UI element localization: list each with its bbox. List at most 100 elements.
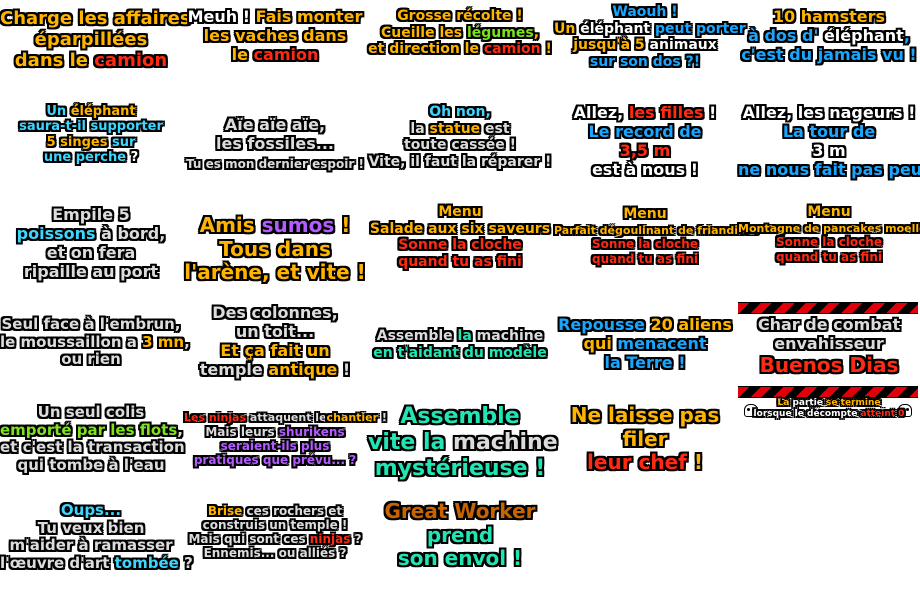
caption-segment: ? [350, 532, 362, 547]
caption-segment: , [903, 25, 910, 45]
caption-segment: Oh non, [429, 104, 491, 120]
caption-segment: 10 [772, 7, 801, 26]
caption-charge-affaires: Charge les affaires éparpillées dans le ca… [0, 8, 191, 72]
caption-segment: Buenos Dias [759, 352, 899, 377]
caption-line: c'est du jamais vu ! [738, 44, 920, 65]
caption-line: les fossiles... [184, 133, 366, 154]
caption-segment: se termine [822, 398, 881, 408]
caption-segment: filer [622, 426, 668, 451]
caption-segment: prend [426, 522, 494, 547]
caption-segment: Et ça fait un [220, 340, 330, 360]
caption-segment: Des colonnes, [212, 303, 338, 322]
caption-segment: la Terre ! [604, 352, 686, 372]
caption-line: La tour de [738, 122, 920, 142]
caption-segment: construis un temple ! [202, 518, 348, 533]
caption-segment: attaquent le [246, 411, 327, 424]
caption-segment: sumos [261, 213, 335, 237]
caption-segment: dans le [14, 50, 95, 72]
caption-line: et direction le camion ! [368, 41, 552, 58]
caption-segment: c'est du jamais vu ! [741, 44, 917, 64]
caption-segment: Ennemis... ou alliés ? [203, 546, 347, 561]
caption-line: Le record de [554, 122, 736, 142]
caption-line: Vite, il faut la réparer ! [368, 154, 552, 171]
caption-line: Char de combat [738, 315, 920, 335]
caption-segment: sur [107, 134, 136, 150]
caption-line: toute cassée ! [368, 137, 552, 154]
caption-oups-oeuvre: Oups... Tu veux bien m'aider à ramasser l'œ… [0, 501, 193, 573]
caption-line: Waouh ! [554, 4, 736, 21]
caption-segment: ! [703, 103, 717, 122]
caption-line: ripaille au port [0, 262, 182, 282]
caption-segment: est [480, 120, 510, 137]
caption-line: Sonne la cloche [368, 237, 552, 254]
caption-great-worker: Great Worker prend son envol ! [368, 499, 552, 571]
caption-segment: mystérieuse ! [374, 455, 546, 481]
caption-segment: vite la [368, 429, 454, 455]
caption-line: seraient-ils plus [184, 439, 366, 453]
caption-segment: Mais leurs [205, 424, 279, 439]
caption-line: un toit... [184, 322, 366, 342]
caption-line: Meuh ! Fais monter [184, 7, 366, 27]
caption-line: poissons à bord, [0, 224, 182, 244]
caption-line: ne nous fait pas peur ! [738, 159, 920, 180]
caption-line: Mais qui sont ces ninjas ? [184, 532, 366, 546]
caption-seul-embrun: Seul face à l'embrun, le moussaillon a 3 … [0, 315, 190, 369]
caption-segment: Brise [207, 504, 243, 518]
caption-segment: emporté par les flots [0, 420, 178, 439]
caption-segment: Allez, [573, 103, 629, 122]
caption-segment: la [457, 328, 477, 344]
caption-segment: Un seul colis [37, 403, 145, 421]
caption-line: qui tombe à l'eau [0, 456, 182, 475]
caption-segment: quand tu as fini [776, 249, 882, 264]
caption-segment: Mais qui sont ces [188, 532, 310, 547]
caption-segment: quand tu as fini [592, 251, 698, 266]
caption-segment: Assemble [376, 328, 458, 344]
caption-segment: ne nous fait pas peur ! [738, 159, 920, 179]
caption-line: quand tu as fini [738, 250, 920, 264]
caption-line: le camion [184, 44, 366, 65]
caption-segment: 5 [46, 134, 61, 150]
caption-line: une perche ? [0, 150, 182, 165]
caption-segment: sur son dos ?! [589, 53, 701, 70]
caption-segment: saura-t-il supporter [19, 119, 163, 135]
caption-line: les vaches dans [184, 26, 366, 46]
caption-assemble-machine: Assemble la machine en t'aidant du modèle [368, 328, 552, 361]
caption-segment: camion [253, 44, 319, 64]
caption-line: Seul face à l'embrun, [0, 315, 182, 334]
caption-segment: Les ninjas [184, 411, 247, 424]
caption-segment: atteint 0 [860, 408, 905, 419]
caption-segment: éléphant [823, 25, 904, 45]
caption-segment: quand tu as fini [398, 253, 522, 270]
caption-line: 3 m [738, 141, 920, 161]
caption-line: Grosse récolte ! [368, 8, 552, 25]
caption-segment: Ne laisse pas [570, 403, 720, 427]
caption-empile-poissons: Empile 5 poissons à bord, et on fera ripail… [0, 205, 182, 282]
caption-segment: tombée [114, 554, 179, 573]
caption-line: 10 hamsters [738, 7, 920, 27]
caption-line: Un éléphant [0, 104, 182, 119]
hazard-stripe-top [738, 302, 918, 314]
caption-repousse-aliens: Repousse 20 aliens qui menacent la Terre ! [554, 315, 736, 373]
caption-line: Great Worker [368, 499, 552, 524]
caption-segment: Assemble [400, 404, 520, 429]
caption-seul-colis: Un seul colis emporté par les flots, et c'… [0, 403, 185, 475]
caption-line: et c'est la transaction [0, 439, 185, 457]
caption-allez-filles: Allez, les filles ! Le record de 3,5 m est … [554, 103, 736, 180]
caption-line: est à nous ! [554, 160, 736, 180]
caption-line: La partie se termine [738, 398, 920, 409]
skull-icon [744, 404, 758, 417]
caption-elephant-singes: Un éléphant saura-t-il supporter 5 singes … [0, 104, 182, 165]
caption-segment: éléphant [70, 104, 136, 119]
caption-line: éparpillées [0, 29, 182, 50]
caption-segment: Waouh ! [612, 4, 678, 20]
caption-segment: statue [429, 120, 481, 137]
caption-segment: Seul face à l'embrun, [1, 315, 181, 333]
caption-segment: singes [60, 134, 108, 150]
caption-line: ou rien [0, 351, 182, 369]
caption-segment: Salade aux six saveurs [369, 220, 551, 237]
caption-line: Cueille les légumes, [368, 25, 552, 42]
caption-segment: les fossiles... [215, 133, 334, 153]
caption-brise-rochers: Brise ces rochers et construis un temple … [184, 504, 366, 561]
caption-segment: Un [554, 20, 581, 37]
caption-line: envahisseur [738, 334, 920, 354]
